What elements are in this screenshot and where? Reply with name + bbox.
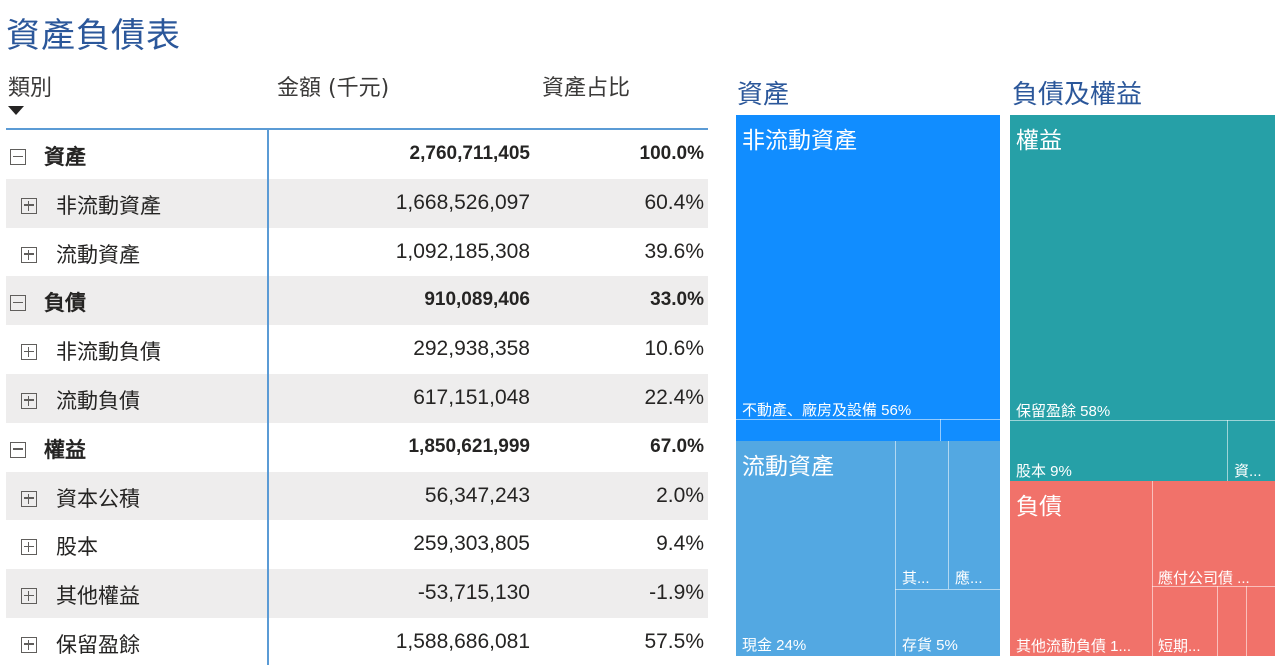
row-header-divider bbox=[267, 130, 269, 665]
column-header-amount[interactable]: 金額 (千元) bbox=[277, 76, 390, 101]
row-share: 9.4% bbox=[656, 532, 704, 556]
row-amount: 910,089,406 bbox=[424, 289, 530, 311]
page-title: 資產負債表 bbox=[6, 16, 181, 56]
cell-label-retained-earnings[interactable]: 保留盈餘 58% bbox=[1016, 403, 1111, 420]
cell-label-ppe[interactable]: 不動產、廠房及設備 56% bbox=[742, 402, 912, 419]
row-label: 流動負債 bbox=[56, 388, 140, 413]
collapse-icon[interactable] bbox=[10, 441, 26, 458]
header-divider bbox=[6, 128, 708, 130]
group-label: 負債 bbox=[1016, 494, 1062, 520]
cell-label-short-term[interactable]: 短期... bbox=[1158, 638, 1201, 655]
table-row[interactable]: 股本 259,303,805 9.4% bbox=[0, 520, 710, 569]
row-share: -1.9% bbox=[649, 581, 704, 605]
row-label: 負債 bbox=[44, 291, 86, 316]
table-body: 資產 2,760,711,405 100.0% 非流動資產 1,668,526,… bbox=[0, 130, 710, 667]
table-header: 類別 金額 (千元) 資產占比 bbox=[0, 62, 710, 128]
row-share: 67.0% bbox=[650, 435, 704, 457]
row-label: 其他權益 bbox=[56, 584, 140, 609]
row-amount: 617,151,048 bbox=[413, 385, 530, 409]
group-label: 非流動資產 bbox=[742, 128, 857, 154]
assets-treemap-title: 資產 bbox=[737, 80, 790, 110]
cell-label-inventory[interactable]: 存貨 5% bbox=[902, 637, 958, 654]
expand-icon[interactable] bbox=[21, 197, 37, 214]
cell-label-capital-surplus[interactable]: 資... bbox=[1234, 463, 1262, 480]
table-row[interactable]: 資本公積 56,347,243 2.0% bbox=[0, 471, 710, 521]
table-row[interactable]: 其他權益 -53,715,130 -1.9% bbox=[0, 569, 710, 618]
row-amount: -53,715,130 bbox=[417, 581, 530, 605]
row-amount: 292,938,358 bbox=[413, 337, 530, 361]
expand-icon[interactable] bbox=[21, 344, 37, 361]
row-amount: 56,347,243 bbox=[424, 483, 530, 507]
cell-label-cash[interactable]: 現金 24% bbox=[742, 637, 807, 654]
row-amount: 1,588,686,081 bbox=[395, 629, 530, 653]
assets-treemap: 非流動資產 不動產、廠房及設備 56% 流動資產 現金 24% 其... 應..… bbox=[736, 115, 1000, 656]
row-label: 流動資產 bbox=[56, 242, 140, 267]
table-row[interactable]: 負債 910,089,406 33.0% bbox=[0, 276, 710, 326]
collapse-icon[interactable] bbox=[10, 149, 26, 165]
row-label: 資本公積 bbox=[56, 486, 140, 511]
treemap-group-current-assets[interactable]: 流動資產 現金 24% 其... 應... 存貨 5% bbox=[736, 441, 1000, 656]
column-header-share[interactable]: 資產占比 bbox=[542, 76, 631, 101]
row-share: 100.0% bbox=[639, 143, 704, 164]
row-share: 33.0% bbox=[650, 289, 704, 311]
table-row[interactable]: 資產 2,760,711,405 100.0% bbox=[0, 130, 710, 179]
row-amount: 259,303,805 bbox=[413, 532, 530, 556]
row-share: 10.6% bbox=[644, 337, 704, 361]
table-row[interactable]: 保留盈餘 1,588,686,081 57.5% bbox=[0, 618, 710, 667]
table-row[interactable]: 非流動資產 1,668,526,097 60.4% bbox=[0, 178, 710, 228]
row-amount: 1,850,621,999 bbox=[408, 435, 530, 457]
row-label: 權益 bbox=[44, 437, 86, 462]
expand-icon[interactable] bbox=[21, 246, 37, 263]
cell-label-share-capital[interactable]: 股本 9% bbox=[1016, 463, 1072, 480]
expand-icon[interactable] bbox=[21, 392, 37, 409]
group-label: 權益 bbox=[1016, 128, 1062, 154]
expand-icon[interactable] bbox=[21, 490, 37, 507]
table-row[interactable]: 權益 1,850,621,999 67.0% bbox=[0, 423, 710, 472]
sort-descending-icon[interactable] bbox=[8, 106, 24, 115]
row-share: 39.6% bbox=[644, 239, 704, 263]
cell-label-receivables[interactable]: 應... bbox=[955, 570, 983, 587]
liabilities-equity-treemap: 權益 保留盈餘 58% 股本 9% 資... 負債 其他流動負債 1... 應付… bbox=[1010, 115, 1275, 656]
row-amount: 2,760,711,405 bbox=[409, 143, 530, 164]
treemap-group-equity[interactable]: 權益 保留盈餘 58% 股本 9% 資... bbox=[1010, 115, 1275, 481]
table-row[interactable]: 流動負債 617,151,048 22.4% bbox=[0, 373, 710, 423]
row-label: 股本 bbox=[56, 535, 98, 560]
row-share: 2.0% bbox=[656, 483, 704, 507]
liabilities-equity-treemap-title: 負債及權益 bbox=[1012, 80, 1143, 110]
row-amount: 1,668,526,097 bbox=[395, 190, 530, 214]
group-label: 流動資產 bbox=[742, 454, 834, 480]
treemap-group-liabilities[interactable]: 負債 其他流動負債 1... 應付公司債 ... 短期... bbox=[1010, 481, 1275, 656]
row-label: 資產 bbox=[44, 145, 86, 169]
row-label: 保留盈餘 bbox=[56, 632, 140, 657]
expand-icon[interactable] bbox=[21, 636, 37, 653]
row-label: 非流動資產 bbox=[56, 193, 161, 218]
cell-label-other-current[interactable]: 其... bbox=[902, 570, 930, 587]
expand-icon[interactable] bbox=[21, 539, 37, 556]
row-amount: 1,092,185,308 bbox=[395, 239, 530, 263]
expand-icon[interactable] bbox=[21, 588, 37, 605]
row-share: 22.4% bbox=[644, 385, 704, 409]
row-share: 60.4% bbox=[644, 190, 704, 214]
collapse-icon[interactable] bbox=[10, 295, 26, 312]
row-share: 57.5% bbox=[644, 629, 704, 653]
treemap-group-noncurrent-assets[interactable]: 非流動資產 不動產、廠房及設備 56% bbox=[736, 115, 1000, 441]
cell-label-other-current-liabilities[interactable]: 其他流動負債 1... bbox=[1016, 638, 1132, 655]
table-row[interactable]: 非流動負債 292,938,358 10.6% bbox=[0, 325, 710, 374]
column-header-category[interactable]: 類別 bbox=[8, 76, 53, 101]
table-row[interactable]: 流動資產 1,092,185,308 39.6% bbox=[0, 228, 710, 277]
cell-label-bonds-payable[interactable]: 應付公司債 ... bbox=[1158, 570, 1250, 587]
row-label: 非流動負債 bbox=[56, 340, 161, 365]
